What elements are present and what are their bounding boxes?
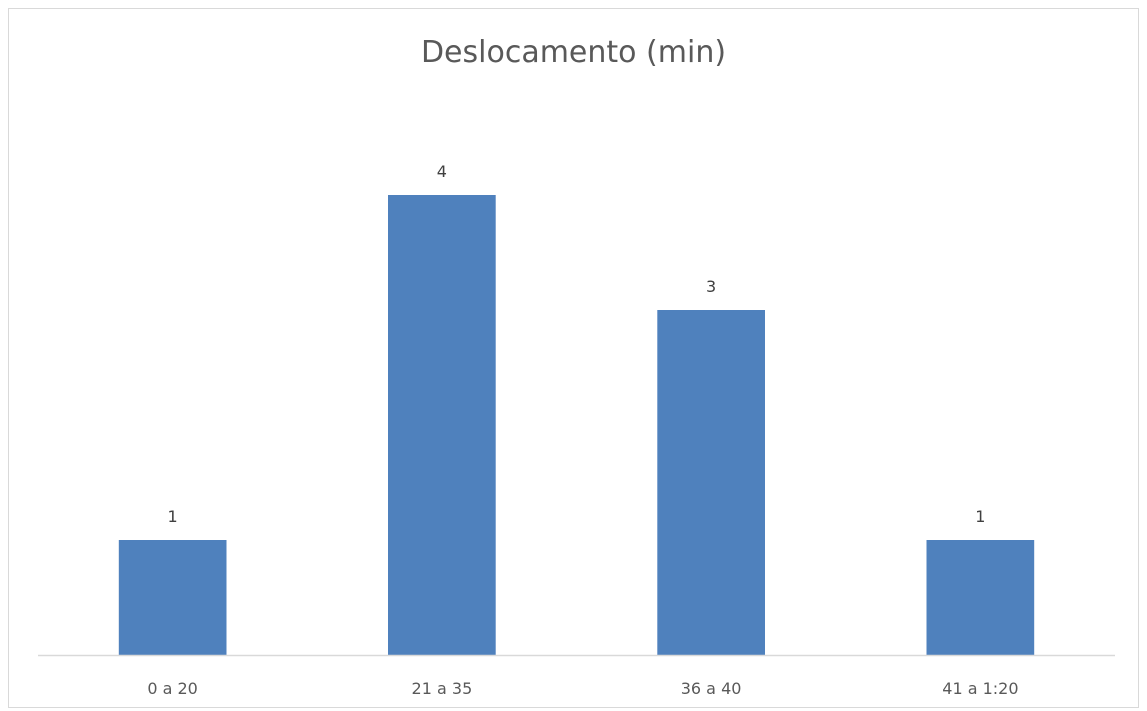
bar-3 (657, 310, 765, 655)
bars-layer (118, 195, 1035, 655)
x-tick-label-4: 41 a 1:20 (942, 679, 1018, 698)
x-tick-label-2: 21 a 35 (412, 679, 473, 698)
bar-2 (388, 195, 496, 655)
x-tick-labels-layer: 0 a 20 21 a 35 36 a 40 41 a 1:20 (147, 679, 1018, 698)
chart-title: Deslocamento (min) (420, 35, 727, 70)
x-tick-label-3: 36 a 40 (681, 679, 742, 698)
data-label-3: 3 (706, 277, 716, 296)
bar-4 (926, 540, 1035, 655)
bar-1 (118, 540, 227, 655)
data-label-1: 1 (168, 507, 178, 526)
data-labels-layer: 1 4 3 1 (168, 162, 986, 526)
data-label-2: 4 (437, 162, 447, 181)
data-label-4: 1 (975, 507, 985, 526)
x-tick-label-1: 0 a 20 (147, 679, 198, 698)
